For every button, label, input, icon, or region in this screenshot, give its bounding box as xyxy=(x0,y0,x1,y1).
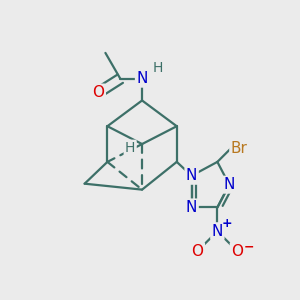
Text: O: O xyxy=(92,85,104,100)
Text: −: − xyxy=(244,241,254,254)
Text: N: N xyxy=(186,168,197,183)
Text: +: + xyxy=(222,217,232,230)
Text: O: O xyxy=(231,244,243,259)
Text: N: N xyxy=(136,71,148,86)
Text: Br: Br xyxy=(231,140,248,155)
Text: O: O xyxy=(192,244,204,259)
Text: N: N xyxy=(212,224,223,239)
Text: H: H xyxy=(125,141,135,155)
Text: N: N xyxy=(186,200,197,215)
Text: H: H xyxy=(153,61,163,75)
Text: N: N xyxy=(224,177,235,192)
